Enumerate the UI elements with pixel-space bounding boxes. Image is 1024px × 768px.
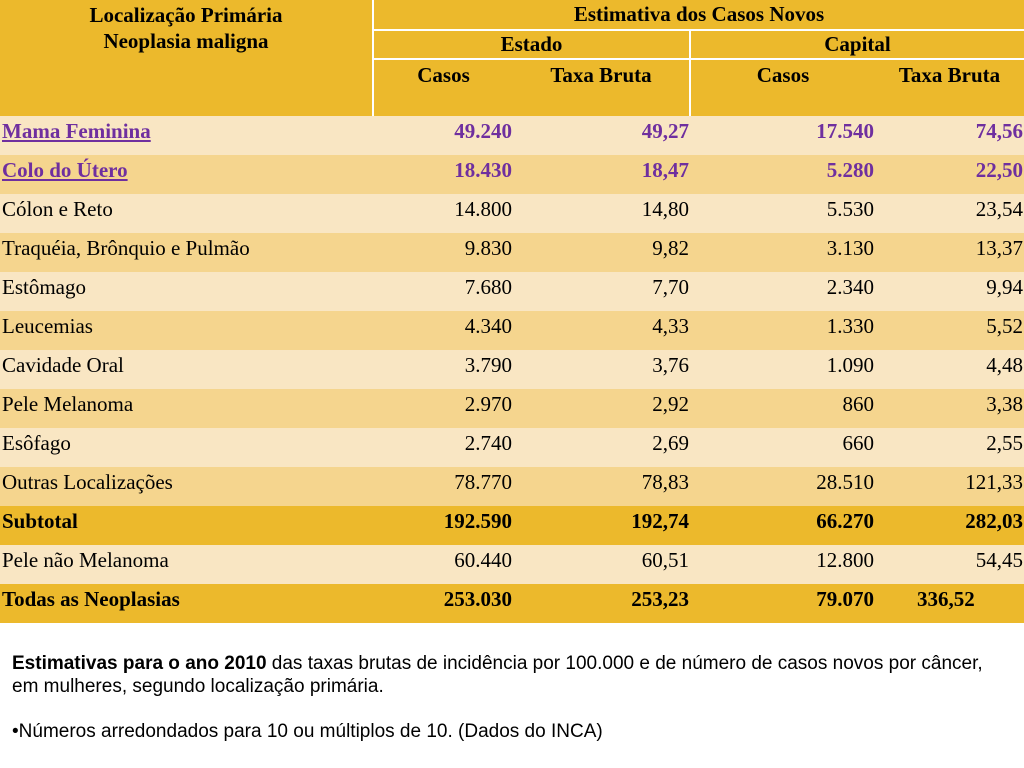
state-cases: 14.800 [373, 194, 513, 233]
capital-rate: 13,37 [875, 233, 1024, 272]
state-rate: 2,92 [513, 389, 690, 428]
row-name: Pele não Melanoma [0, 545, 373, 584]
header-location: Localização Primária Neoplasia maligna [0, 0, 374, 116]
capital-cases: 79.070 [690, 584, 875, 623]
state-cases: 2.970 [373, 389, 513, 428]
capital-cases: 5.280 [690, 155, 875, 194]
row-name-link[interactable]: Mama Feminina [2, 119, 151, 143]
row-name[interactable]: Mama Feminina [0, 116, 373, 155]
table-row: Pele não Melanoma 60.440 60,51 12.800 54… [0, 545, 1024, 584]
row-name: Cólon e Reto [0, 194, 373, 233]
caption-rest: das taxas brutas de incidência por 100.0… [12, 653, 983, 697]
state-cases: 2.740 [373, 428, 513, 467]
capital-cases: 28.510 [690, 467, 875, 506]
state-cases: 60.440 [373, 545, 513, 584]
header-state-cases: Casos [417, 63, 470, 87]
table-row: Esôfago 2.740 2,69 660 2,55 [0, 428, 1024, 467]
table-row: Pele Melanoma 2.970 2,92 860 3,38 [0, 389, 1024, 428]
state-cases: 4.340 [373, 311, 513, 350]
state-rate: 60,51 [513, 545, 690, 584]
row-name[interactable]: Colo do Útero [0, 155, 373, 194]
state-cases: 3.790 [373, 350, 513, 389]
state-cases: 49.240 [373, 116, 513, 155]
row-name-link[interactable]: Colo do Útero [2, 158, 128, 182]
incidence-table: Localização Primária Neoplasia maligna E… [0, 0, 1024, 623]
state-rate: 78,83 [513, 467, 690, 506]
state-cases: 78.770 [373, 467, 513, 506]
header-capital: Capital [690, 30, 1024, 60]
caption-note: •Números arredondados para 10 ou múltipl… [12, 721, 603, 742]
capital-cases: 3.130 [690, 233, 875, 272]
capital-rate: 4,48 [875, 350, 1024, 389]
row-name: Cavidade Oral [0, 350, 373, 389]
table-row: Cólon e Reto 14.800 14,80 5.530 23,54 [0, 194, 1024, 233]
table-row: Cavidade Oral 3.790 3,76 1.090 4,48 [0, 350, 1024, 389]
capital-cases: 5.530 [690, 194, 875, 233]
capital-rate: 22,50 [875, 155, 1024, 194]
capital-rate: 2,55 [875, 428, 1024, 467]
row-name: Subtotal [0, 506, 373, 545]
table-row: Mama Feminina 49.240 49,27 17.540 74,56 [0, 116, 1024, 155]
state-cases: 192.590 [373, 506, 513, 545]
row-name: Traquéia, Brônquio e Pulmão [0, 233, 373, 272]
state-rate: 18,47 [513, 155, 690, 194]
capital-cases: 860 [690, 389, 875, 428]
row-name: Todas as Neoplasias [0, 584, 373, 623]
header-estimate: Estimativa dos Casos Novos [373, 0, 1024, 31]
state-rate: 2,69 [513, 428, 690, 467]
capital-rate: 9,94 [875, 272, 1024, 311]
caption-bold: Estimativas para o ano 2010 [12, 653, 267, 674]
capital-rate: 74,56 [875, 116, 1024, 155]
state-rate: 14,80 [513, 194, 690, 233]
capital-rate: 5,52 [875, 311, 1024, 350]
table-row: Estômago 7.680 7,70 2.340 9,94 [0, 272, 1024, 311]
capital-cases: 660 [690, 428, 875, 467]
table-row: Leucemias 4.340 4,33 1.330 5,52 [0, 311, 1024, 350]
header-capital-cases: Casos [756, 63, 810, 87]
table-row: Traquéia, Brônquio e Pulmão 9.830 9,82 3… [0, 233, 1024, 272]
capital-cases: 1.330 [690, 311, 875, 350]
header-state: Estado [373, 30, 691, 60]
state-rate: 3,76 [513, 350, 690, 389]
capital-cases: 17.540 [690, 116, 875, 155]
state-rate: 253,23 [513, 584, 690, 623]
capital-rate: 3,38 [875, 389, 1024, 428]
capital-cases: 2.340 [690, 272, 875, 311]
state-rate: 7,70 [513, 272, 690, 311]
caption-area: Estimativas para o ano 2010 das taxas br… [0, 626, 1024, 768]
capital-rate: 282,03 [875, 506, 1024, 545]
capital-cases: 12.800 [690, 545, 875, 584]
capital-cases: 1.090 [690, 350, 875, 389]
state-rate: 4,33 [513, 311, 690, 350]
state-cases: 18.430 [373, 155, 513, 194]
state-cases: 253.030 [373, 584, 513, 623]
capital-rate: 121,33 [875, 467, 1024, 506]
row-name: Pele Melanoma [0, 389, 373, 428]
state-rate: 9,82 [513, 233, 690, 272]
row-name: Outras Localizações [0, 467, 373, 506]
total-row: Todas as Neoplasias 253.030 253,23 79.07… [0, 584, 1024, 623]
state-cases: 7.680 [373, 272, 513, 311]
header-capital-rate: Taxa Bruta [898, 63, 1001, 87]
capital-cases: 66.270 [690, 506, 875, 545]
capital-rate: 336,52 [875, 584, 1024, 623]
caption-text: Estimativas para o ano 2010 das taxas br… [12, 652, 1012, 698]
header-location-line1: Localização Primária [89, 3, 283, 27]
state-rate: 192,74 [513, 506, 690, 545]
incidence-table-container: Localização Primária Neoplasia maligna E… [0, 0, 1024, 623]
table-row: Colo do Útero 18.430 18,47 5.280 22,50 [0, 155, 1024, 194]
capital-rate: 23,54 [875, 194, 1024, 233]
table-row: Outras Localizações 78.770 78,83 28.510 … [0, 467, 1024, 506]
row-name: Estômago [0, 272, 373, 311]
row-name: Esôfago [0, 428, 373, 467]
state-cases: 9.830 [373, 233, 513, 272]
subtotal-row: Subtotal 192.590 192,74 66.270 282,03 [0, 506, 1024, 545]
state-rate: 49,27 [513, 116, 690, 155]
header-location-line2: Neoplasia maligna [103, 29, 269, 53]
header-state-rate: Taxa Bruta [513, 59, 691, 116]
row-name: Leucemias [0, 311, 373, 350]
capital-rate: 54,45 [875, 545, 1024, 584]
